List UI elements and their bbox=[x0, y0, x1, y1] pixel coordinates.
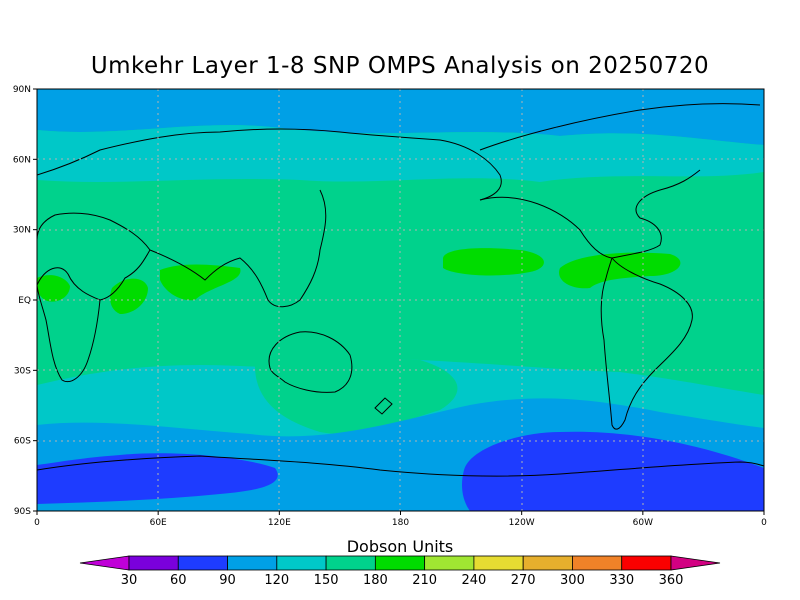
low-90-b bbox=[462, 431, 764, 511]
colorbar-label: 270 bbox=[511, 573, 536, 588]
colorbar-labels: 30 60 90 120 150 180 210 240 270 300 330 360 bbox=[121, 573, 684, 588]
band-150-north bbox=[37, 125, 764, 182]
coastlines bbox=[37, 103, 764, 477]
y-tick-label: 60N bbox=[13, 155, 31, 165]
x-tick-label: 60E bbox=[150, 518, 167, 528]
colorbar-label: 90 bbox=[219, 573, 236, 588]
colorbar-label: 120 bbox=[264, 573, 289, 588]
tongue-180-south bbox=[255, 358, 458, 434]
patch-210-caribbean bbox=[559, 252, 681, 289]
colorbar-label: 360 bbox=[659, 573, 684, 588]
colorbar-label: 150 bbox=[314, 573, 339, 588]
page-title: Umkehr Layer 1-8 SNP OMPS Analysis on 20… bbox=[90, 53, 710, 79]
colorbar-label: 300 bbox=[560, 573, 585, 588]
ozone-field bbox=[37, 89, 764, 511]
colorbar-swatch bbox=[128, 555, 179, 571]
colorbar-swatch bbox=[374, 555, 426, 571]
x-axis-ticks: 0 60E 120E 180 120W 60W 0 bbox=[34, 511, 767, 528]
y-tick-label: EQ bbox=[18, 296, 31, 306]
x-tick-label: 0 bbox=[761, 518, 767, 528]
patch-210-pacific bbox=[443, 248, 544, 276]
colorbar-label: 30 bbox=[121, 573, 138, 588]
graticule bbox=[37, 89, 764, 511]
colorbar-swatch bbox=[325, 555, 376, 571]
x-tick-label: 180 bbox=[392, 518, 409, 528]
colorbar-label: 180 bbox=[363, 573, 388, 588]
colorbar-high-triangle bbox=[670, 555, 721, 571]
colorbar-low-triangle bbox=[79, 555, 130, 571]
x-tick-label: 60W bbox=[633, 518, 653, 528]
patch-210-india bbox=[160, 264, 241, 301]
colorbar-swatch bbox=[424, 555, 475, 571]
y-axis-ticks: 90N 60N 30N EQ 30S 60S 90S bbox=[13, 85, 37, 517]
y-tick-label: 30N bbox=[13, 226, 31, 236]
colorbar-label: 60 bbox=[170, 573, 187, 588]
low-90-a bbox=[37, 453, 278, 504]
colorbar-swatch bbox=[177, 555, 228, 571]
x-tick-label: 0 bbox=[34, 518, 40, 528]
colorbar-swatch bbox=[522, 555, 573, 571]
colorbar-swatch bbox=[276, 555, 327, 571]
y-tick-label: 60S bbox=[14, 437, 31, 447]
colorbar-swatch bbox=[473, 555, 524, 571]
colorbar-label: 240 bbox=[461, 573, 486, 588]
colorbar-swatch bbox=[572, 555, 623, 571]
y-tick-label: 90N bbox=[13, 85, 31, 95]
colorbar bbox=[79, 555, 721, 571]
colorbar-label: 330 bbox=[609, 573, 634, 588]
colorbar-swatch bbox=[227, 555, 278, 571]
x-tick-label: 120E bbox=[268, 518, 291, 528]
patch-210-africa-west bbox=[37, 275, 70, 302]
patch-210-africa-east bbox=[110, 278, 148, 314]
band-120-north bbox=[37, 89, 764, 145]
y-tick-label: 90S bbox=[14, 507, 31, 517]
colorbar-title: Dobson Units bbox=[346, 537, 454, 556]
colorbar-label: 210 bbox=[412, 573, 437, 588]
x-tick-label: 120W bbox=[509, 518, 535, 528]
colorbar-swatch bbox=[621, 555, 672, 571]
y-tick-label: 30S bbox=[14, 366, 31, 376]
